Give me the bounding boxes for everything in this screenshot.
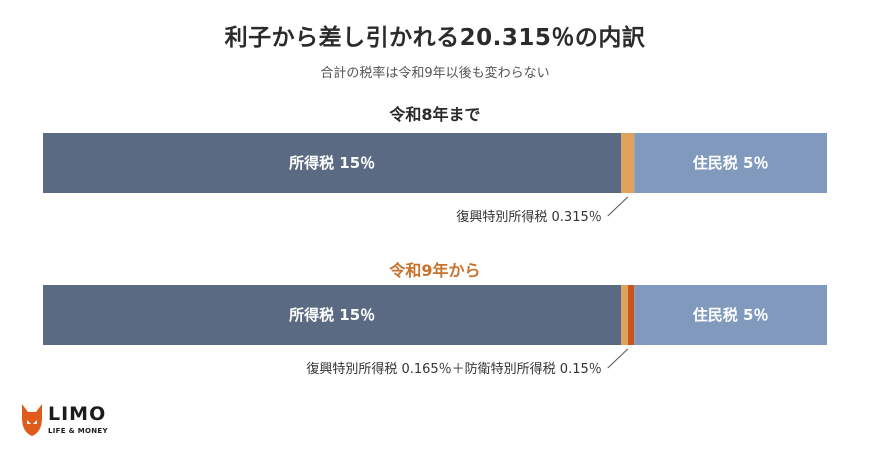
chart-subtitle: 合計の税率は令和9年以後も変わらない — [320, 66, 550, 81]
chart-title: 利子から差し引かれる20.315％の内訳 — [224, 25, 646, 51]
bar-segment-1-3 — [634, 285, 827, 345]
bar-segment-1-2 — [628, 285, 635, 345]
note-label-0: 復興特別所得税 0.315％ — [456, 209, 601, 225]
bar-segment-1-1 — [621, 285, 629, 345]
bar-segment-1-0 — [43, 285, 622, 345]
bar-segment-0-1 — [621, 133, 635, 193]
logo-tagline: LIFE & MONEY — [48, 427, 108, 435]
segment-label-1-0: 所得税 15％ — [289, 306, 375, 324]
note-label-1: 復興特別所得税 0.165％＋防衛特別所得税 0.15％ — [306, 361, 601, 377]
bar-segment-0-2 — [634, 133, 827, 193]
logo-name: LIMO — [48, 403, 107, 425]
leader-line-0 — [607, 196, 629, 217]
bar-segment-0-0 — [43, 133, 622, 193]
fox-icon — [22, 404, 42, 436]
segment-label-0-0: 所得税 15％ — [289, 154, 375, 172]
section-title-r8: 令和8年まで — [389, 105, 481, 124]
section-title-r9: 令和9年から — [389, 261, 481, 280]
limo-logo: LIMO LIFE & MONEY — [18, 402, 128, 440]
leader-line-1 — [607, 348, 629, 369]
segment-label-0-2: 住民税 5％ — [693, 154, 769, 172]
segment-label-1-3: 住民税 5％ — [693, 306, 769, 324]
